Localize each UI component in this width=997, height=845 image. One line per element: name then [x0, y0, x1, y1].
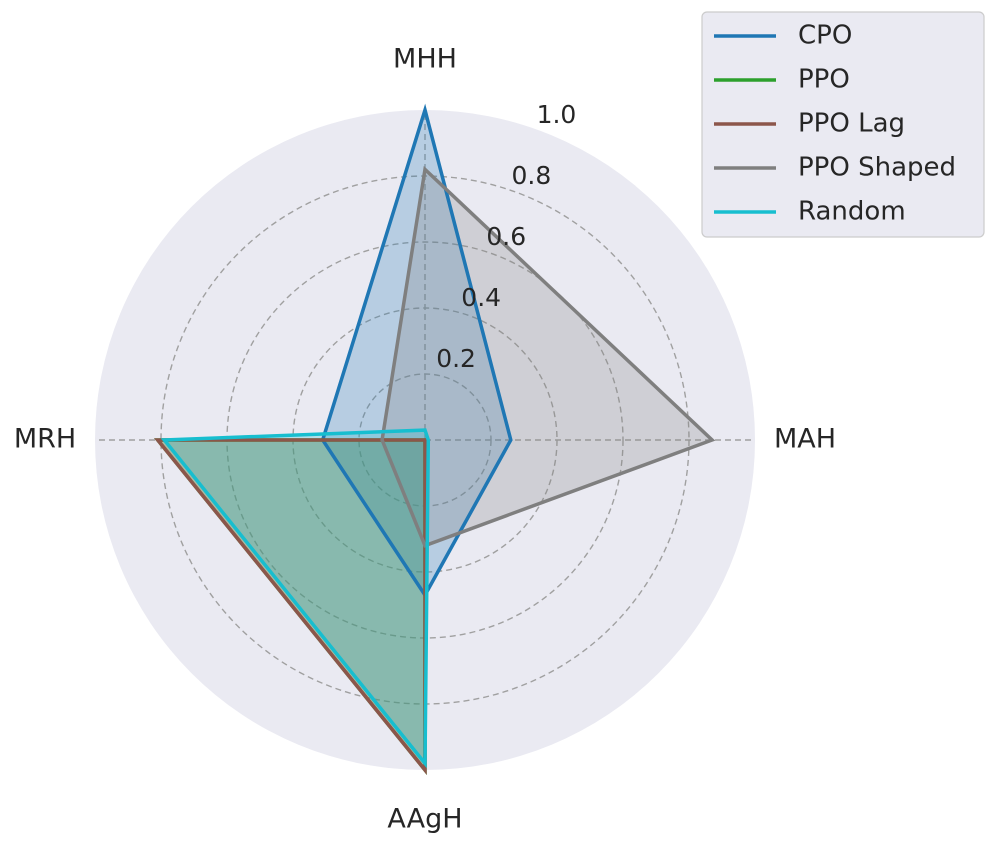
series-fill: [322, 110, 511, 596]
legend-label: Random: [798, 197, 906, 227]
legend-box: [701, 11, 985, 238]
radial-tick-label: 0.6: [486, 222, 526, 251]
legend-label: CPO: [798, 21, 852, 51]
series-line: [160, 428, 431, 769]
axis-label: MHH: [393, 44, 457, 75]
radial-tick-label: 1.0: [537, 100, 577, 129]
legend-label: PPO Lag: [798, 109, 905, 139]
radial-tick-label: 0.8: [511, 161, 551, 190]
radial-tick-label: 0.2: [436, 344, 476, 373]
axis-label: MRH: [14, 424, 76, 455]
series-fill: [164, 430, 429, 764]
radial-tick-labels: 0.2 0.4 0.6 0.8 1.0: [436, 100, 576, 373]
legend-label: PPO Shaped: [798, 153, 956, 183]
series-lines: [154, 103, 716, 775]
series-line: [380, 165, 716, 548]
radial-tick-label: 0.4: [461, 283, 501, 312]
axis-label: AAgH: [387, 804, 462, 835]
legend: CPO PPO PPO Lag PPO Shaped Random: [701, 11, 985, 238]
legend-label: PPO: [798, 65, 850, 95]
axis-labels: MHH MAH AAgH MRH: [14, 44, 836, 835]
axis-label: MAH: [774, 424, 836, 455]
